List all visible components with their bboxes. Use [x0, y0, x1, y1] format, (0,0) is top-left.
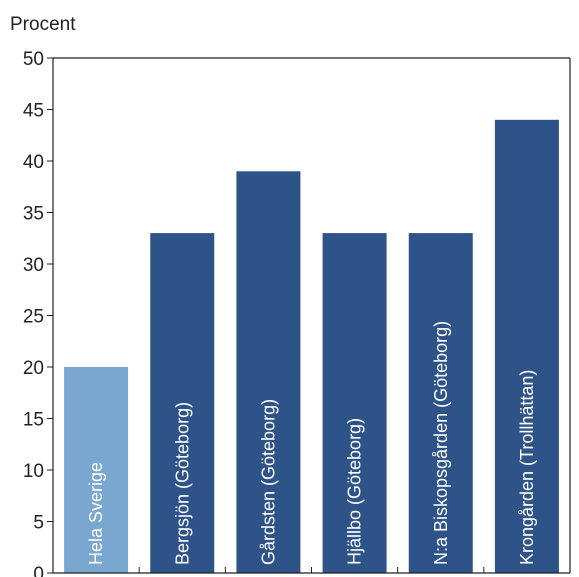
y-tick-label: 0 — [33, 564, 44, 577]
y-tick-label: 15 — [23, 410, 44, 431]
bar-category-label: Bergsjön (Göteborg) — [172, 402, 192, 565]
y-tick-label: 40 — [23, 152, 44, 173]
bar-category-label: Gårdsten (Göteborg) — [258, 399, 278, 565]
y-tick-label: 5 — [33, 513, 44, 534]
bar-category-label: Hjällbo (Göteborg) — [345, 418, 365, 565]
bar-category-label: Hela Sverige — [86, 462, 106, 565]
y-tick-label: 10 — [23, 461, 44, 482]
bar — [150, 233, 215, 573]
axes-group — [52, 57, 571, 574]
bar-category-label: N:a Biskopsgården (Göteborg) — [431, 321, 451, 565]
bars-group — [64, 119, 559, 574]
bar — [64, 367, 129, 573]
y-axis-ticks: 0 5 10 15 20 25 30 35 40 45 50 — [23, 49, 53, 577]
y-tick-label: 25 — [23, 307, 44, 328]
bar-category-label: Krongården (Trollhättan) — [517, 370, 537, 565]
y-axis-title: Procent — [10, 14, 76, 35]
bar — [408, 233, 473, 573]
y-tick-label: 45 — [23, 101, 44, 122]
y-tick-label: 30 — [23, 255, 44, 276]
y-tick-label: 35 — [23, 204, 44, 225]
bar — [494, 119, 559, 574]
bar-labels-group: Hela Sverige Bergsjön (Göteborg) Gårdsten … — [86, 321, 537, 565]
y-tick-label: 20 — [23, 358, 44, 379]
y-tick-label: 50 — [23, 49, 44, 70]
bar — [322, 233, 387, 573]
bar — [236, 171, 301, 574]
